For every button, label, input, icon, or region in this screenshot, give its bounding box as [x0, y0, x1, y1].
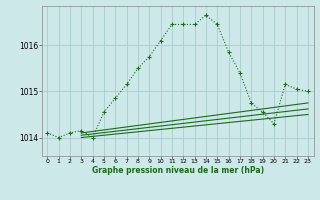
X-axis label: Graphe pression niveau de la mer (hPa): Graphe pression niveau de la mer (hPa) [92, 166, 264, 175]
